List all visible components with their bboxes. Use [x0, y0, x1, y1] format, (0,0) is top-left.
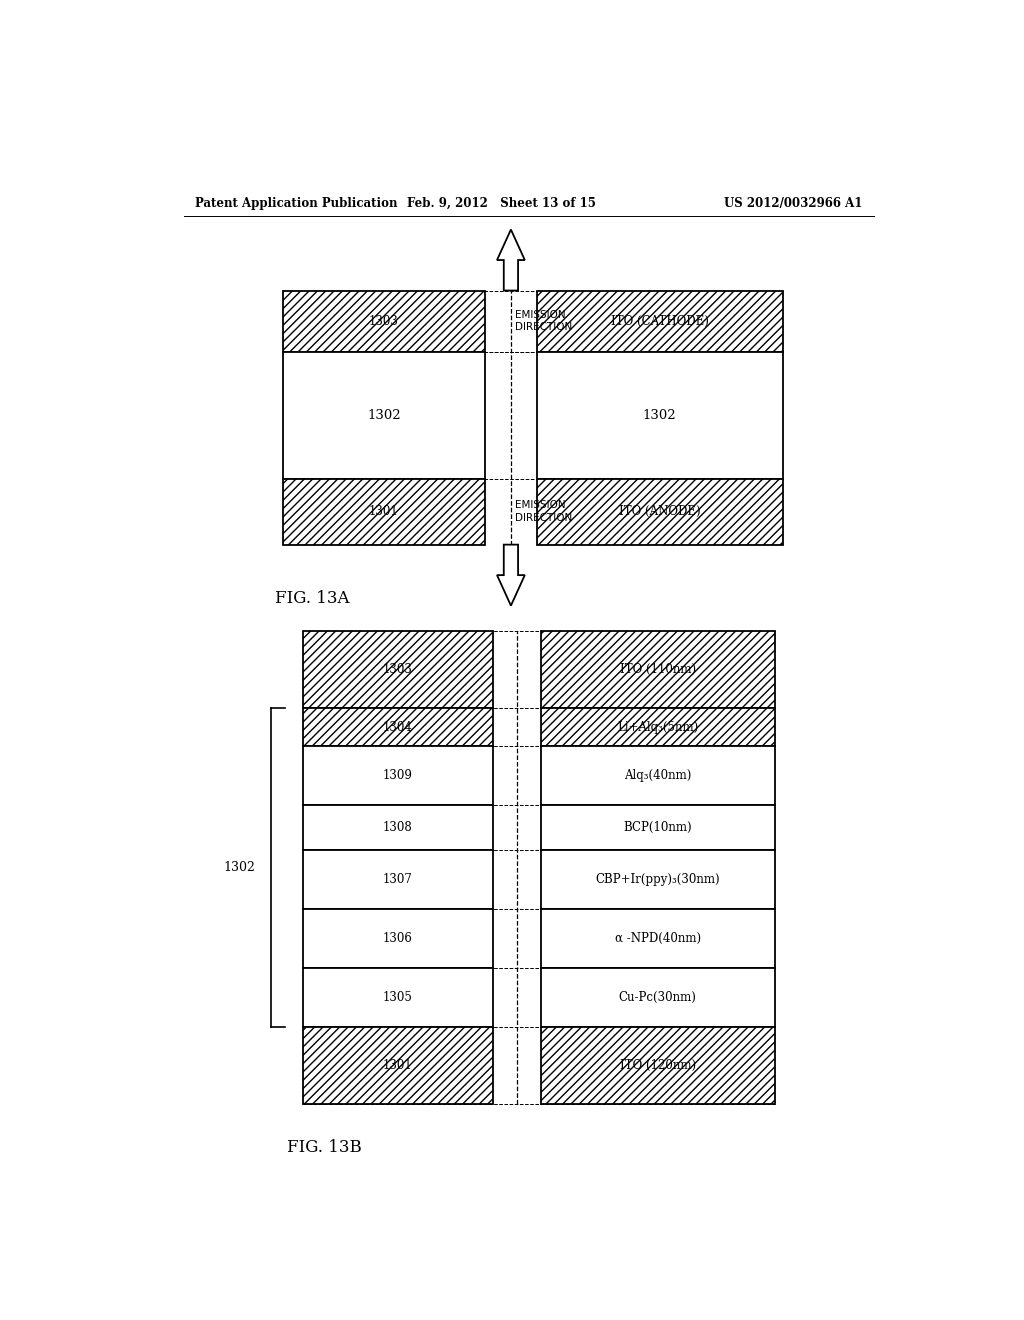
Bar [303, 746, 493, 805]
Text: 1309: 1309 [383, 770, 413, 783]
Text: BCP(10nm): BCP(10nm) [624, 821, 692, 834]
Text: FIG. 13B: FIG. 13B [287, 1139, 361, 1156]
Text: 1301: 1301 [383, 1059, 413, 1072]
Text: α -NPD(40nm): α -NPD(40nm) [614, 932, 700, 945]
Bar [541, 850, 775, 909]
Text: 1304: 1304 [383, 721, 413, 734]
Text: 1308: 1308 [383, 821, 413, 834]
Bar [283, 351, 485, 479]
Text: EMISSION
DIRECTION: EMISSION DIRECTION [515, 310, 572, 333]
Text: ITO (120nm): ITO (120nm) [620, 1059, 695, 1072]
Polygon shape [497, 230, 524, 290]
Text: ITO (110nm): ITO (110nm) [620, 663, 695, 676]
Text: Patent Application Publication: Patent Application Publication [196, 197, 398, 210]
Bar [303, 1027, 493, 1104]
Text: 1306: 1306 [383, 932, 413, 945]
Text: ITO (ANODE): ITO (ANODE) [618, 506, 700, 517]
Text: EMISSION
DIRECTION: EMISSION DIRECTION [515, 500, 572, 523]
Bar [541, 631, 775, 708]
Bar [303, 805, 493, 850]
Bar [541, 909, 775, 968]
Bar [303, 708, 493, 746]
Bar [303, 850, 493, 909]
Text: Alq₃(40nm): Alq₃(40nm) [624, 770, 691, 783]
Text: 1307: 1307 [383, 874, 413, 886]
Bar [541, 1027, 775, 1104]
Text: 1305: 1305 [383, 991, 413, 1005]
Bar [303, 968, 493, 1027]
Text: 1302: 1302 [223, 861, 255, 874]
Bar [537, 290, 782, 351]
Bar [541, 805, 775, 850]
Text: Li+Alq₃(5nm): Li+Alq₃(5nm) [617, 721, 698, 734]
Bar [541, 746, 775, 805]
Text: CBP+Ir(ppy)₃(30nm): CBP+Ir(ppy)₃(30nm) [595, 874, 720, 886]
Bar [541, 968, 775, 1027]
Text: FIG. 13A: FIG. 13A [274, 590, 349, 607]
Text: US 2012/0032966 A1: US 2012/0032966 A1 [724, 197, 862, 210]
Bar [537, 351, 782, 479]
Bar [283, 479, 485, 545]
Bar [303, 631, 493, 708]
Text: Cu-Pc(30nm): Cu-Pc(30nm) [618, 991, 696, 1005]
Text: ITO (CATHODE): ITO (CATHODE) [610, 314, 709, 327]
Text: 1302: 1302 [643, 409, 677, 421]
Text: 1302: 1302 [368, 409, 400, 421]
Text: 1303: 1303 [369, 314, 399, 327]
Text: 1303: 1303 [383, 663, 413, 676]
Bar [303, 909, 493, 968]
Bar [537, 479, 782, 545]
Polygon shape [497, 545, 524, 606]
Text: 1301: 1301 [369, 506, 398, 517]
Text: Feb. 9, 2012   Sheet 13 of 15: Feb. 9, 2012 Sheet 13 of 15 [407, 197, 595, 210]
Bar [283, 290, 485, 351]
Bar [541, 708, 775, 746]
